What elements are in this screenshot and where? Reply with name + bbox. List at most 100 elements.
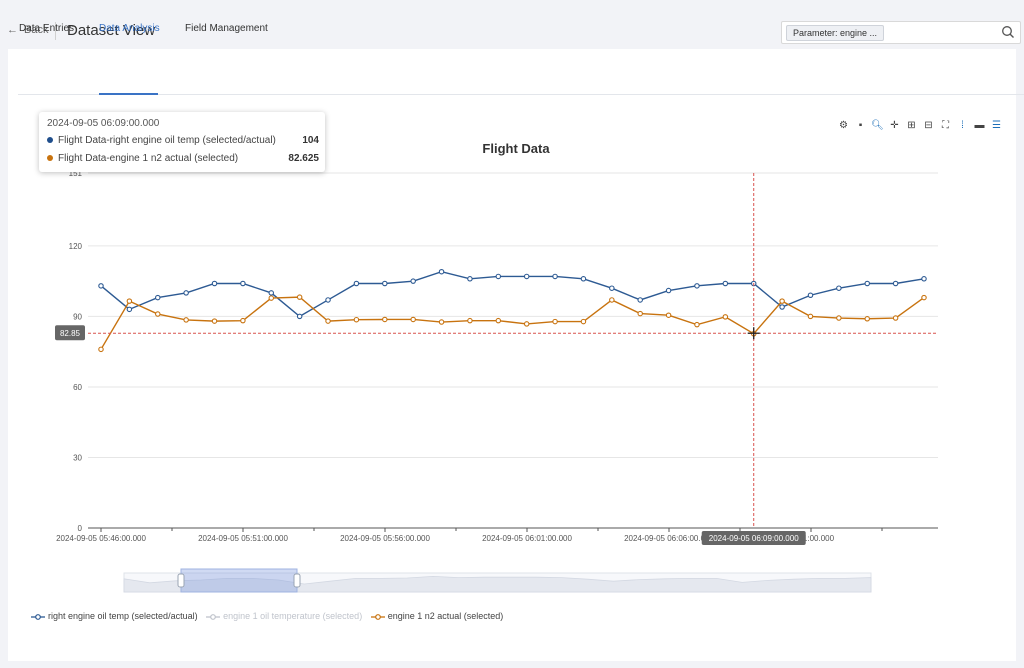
zoom-handle-right xyxy=(293,573,301,588)
zoom-window xyxy=(180,568,298,593)
data-tooltip: 2024-09-05 06:09:00.000 Flight Data-righ… xyxy=(39,112,325,172)
data-point xyxy=(864,280,870,287)
data-point xyxy=(155,311,161,317)
data-point xyxy=(552,273,558,280)
data-point xyxy=(921,294,927,301)
y-crosshair-label: 82.85 xyxy=(60,329,81,338)
legend-label: engine 1 n2 actual (selected) xyxy=(387,611,504,621)
parameter-search-input[interactable]: Parameter: engine ... xyxy=(781,21,1021,44)
search-icon[interactable] xyxy=(1001,25,1015,39)
legend-item-engine-1-oil-temperature[interactable]: engine 1 oil temperature (selected) xyxy=(206,611,362,621)
x-tick-label: 2024-09-05 05:51:00.000 xyxy=(198,534,288,543)
x-crosshair-label: 2024-09-05 06:09:00.000 xyxy=(709,534,799,543)
x-tick-label: 2024-09-05 06:01:00.000 xyxy=(482,534,572,543)
zoom-icon[interactable]: 🔍︎ xyxy=(871,120,884,131)
data-point xyxy=(126,306,133,313)
data-point xyxy=(438,268,445,275)
data-point xyxy=(523,273,530,280)
data-point xyxy=(722,314,729,320)
tooltip-label: Flight Data-right engine oil temp (selec… xyxy=(58,135,276,146)
data-point xyxy=(183,290,189,296)
data-point xyxy=(580,318,587,325)
x-tick-label: 06:11:00.000 xyxy=(788,534,835,543)
data-point xyxy=(495,273,502,280)
data-point xyxy=(665,312,672,318)
y-tick-label: 90 xyxy=(73,312,82,321)
series-dot-icon xyxy=(47,155,53,162)
data-point xyxy=(211,280,218,287)
page-title: Dataset View xyxy=(67,22,156,39)
data-point xyxy=(467,317,473,324)
tab-data-analysis[interactable]: Data Analysis xyxy=(99,23,160,34)
tab-data-entries[interactable]: Data Entries xyxy=(19,23,75,34)
move-icon[interactable]: ✛ xyxy=(890,120,899,131)
legend-line-icon xyxy=(370,613,385,620)
data-point xyxy=(552,318,558,325)
data-point xyxy=(892,315,899,321)
y-tick-label: 120 xyxy=(69,242,83,251)
tooltip-value: 104 xyxy=(302,135,319,146)
data-point xyxy=(807,313,814,320)
back-button[interactable]: ← Back xyxy=(7,24,48,36)
series-line xyxy=(100,271,925,318)
data-point xyxy=(325,297,331,303)
parameter-chip[interactable]: Parameter: engine ... xyxy=(786,25,885,41)
data-point xyxy=(325,318,331,324)
series-line xyxy=(100,296,925,350)
data-point xyxy=(296,313,303,320)
data-point xyxy=(438,319,445,325)
tab-bar: Data Entries Data Analysis Field Managem… xyxy=(10,15,1024,47)
data-point xyxy=(353,280,360,287)
zoom-in-icon[interactable]: ⊞ xyxy=(907,120,916,131)
x-tick-label: 2024-09-05 05:46:00.000 xyxy=(56,534,146,543)
data-point xyxy=(523,321,530,327)
legend-label: engine 1 oil temperature (selected) xyxy=(223,611,363,621)
tabs-divider xyxy=(18,94,1024,95)
zoom-handle-left xyxy=(177,573,185,588)
data-point xyxy=(921,276,927,282)
x-tick-label: 2024-09-05 06:06:00.000 xyxy=(624,534,714,543)
data-point xyxy=(722,280,729,287)
fit-icon[interactable]: ⛶ xyxy=(942,120,949,131)
data-point xyxy=(807,292,814,299)
data-point xyxy=(240,280,246,287)
legend-item-engine-1-n2-actual[interactable]: engine 1 n2 actual (selected) xyxy=(370,611,504,621)
camera-icon[interactable]: ▪ xyxy=(858,120,863,131)
data-point xyxy=(779,304,785,310)
y-tick-label: 0 xyxy=(78,524,83,533)
legend-item-right-engine-oil-temp[interactable]: right engine oil temp (selected/actual) xyxy=(31,611,198,621)
back-label: Back xyxy=(24,24,49,36)
tooltip-row: Flight Data-engine 1 n2 actual (selected… xyxy=(47,153,319,164)
chart-toolbar: ⚙ ▪ 🔍︎ ✛ ⊞ ⊟ ⛶ ⁞ ▬ ☰ xyxy=(837,115,1007,131)
data-point xyxy=(665,287,672,294)
data-point xyxy=(240,317,246,324)
tooltip-label: Flight Data-engine 1 n2 actual (selected… xyxy=(58,153,239,164)
data-point xyxy=(98,283,104,289)
data-point xyxy=(779,298,785,304)
data-point xyxy=(864,316,870,322)
data-point xyxy=(495,317,502,324)
y-crosshair-badge xyxy=(55,325,85,341)
data-point xyxy=(382,316,388,323)
data-point xyxy=(410,316,416,323)
y-tick-label: 30 xyxy=(73,453,82,462)
restore-icon[interactable]: ⁞ xyxy=(961,120,964,131)
line-style-icon[interactable]: ▬ xyxy=(974,120,985,131)
y-tick-label: 151 xyxy=(69,169,83,178)
zoom-out-icon[interactable]: ⊟ xyxy=(924,120,933,131)
tooltip-time: 2024-09-05 06:09:00.000 xyxy=(47,118,160,129)
x-tick-label: 2024-09-05 05:56:00.000 xyxy=(340,534,430,543)
series-icon[interactable]: ☰ xyxy=(992,120,1001,131)
gear-icon[interactable]: ⚙ xyxy=(839,120,848,131)
legend-label: right engine oil temp (selected/actual) xyxy=(48,611,198,621)
data-point xyxy=(609,285,615,291)
data-point xyxy=(609,297,615,303)
tooltip-row: Flight Data-right engine oil temp (selec… xyxy=(47,135,319,146)
active-tab-indicator xyxy=(99,93,158,95)
data-point xyxy=(580,276,587,282)
data-point xyxy=(268,290,275,296)
data-point xyxy=(694,321,700,328)
tab-field-management[interactable]: Field Management xyxy=(185,23,268,34)
data-point xyxy=(98,346,104,353)
